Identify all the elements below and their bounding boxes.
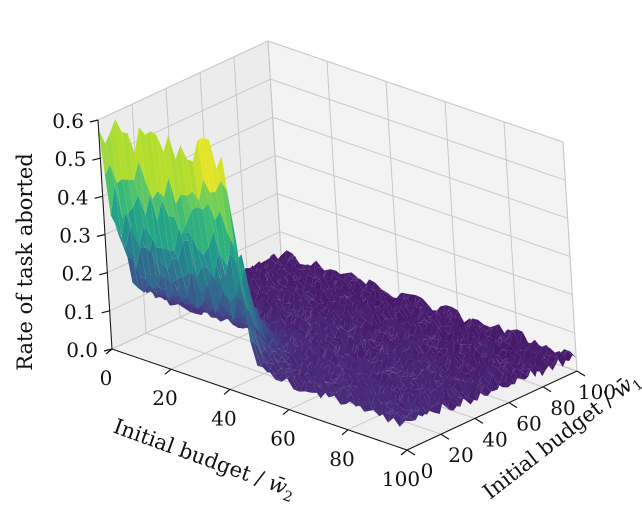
surface-plot	[98, 119, 577, 428]
x-tick-mark	[542, 386, 552, 393]
grid-line	[100, 78, 566, 181]
surface-face	[539, 359, 549, 372]
x-tick-label: 40	[482, 427, 507, 451]
y-tick-mark	[105, 348, 113, 355]
z-tick-mark	[94, 195, 103, 199]
x-tick-label: 20	[448, 443, 473, 467]
z-tick-label: 0.2	[62, 262, 94, 286]
surface-face	[565, 350, 577, 358]
y-tick-label: 100	[382, 467, 420, 491]
surface-face	[450, 395, 461, 408]
surface-face	[399, 418, 409, 427]
x-tick-label: 0	[421, 459, 434, 483]
z-tick-label: 0.5	[55, 147, 87, 171]
y-tick-mark	[282, 409, 290, 416]
surface-face	[447, 400, 457, 411]
surface-face	[484, 383, 495, 393]
x-axis-line	[406, 370, 578, 451]
z-tick-mark	[92, 157, 101, 161]
y-tick-mark	[223, 388, 231, 395]
z-tick-mark	[99, 272, 108, 276]
surface-face	[542, 357, 553, 371]
x-tick-mark	[474, 417, 484, 424]
z-tick-label: 0.3	[59, 224, 91, 248]
x-tick-label: 80	[550, 396, 575, 420]
surface-face	[481, 384, 492, 397]
z-tick-mark	[101, 310, 110, 314]
z-tick-mark	[96, 233, 106, 238]
y-tick-mark	[400, 449, 408, 456]
y-axis-label-text: Initial budget /	[110, 414, 273, 493]
x-tick-mark	[508, 402, 518, 409]
x-tick-label: 60	[516, 412, 541, 436]
y-tick-label: 60	[270, 427, 295, 451]
surface-face	[457, 396, 467, 399]
x-tick-mark	[406, 449, 416, 456]
y-tick-label: 40	[211, 406, 236, 430]
z-axis-label: Rate of task aborted	[13, 153, 37, 371]
z-tick-label: 0.4	[57, 185, 89, 209]
z-tick-label: 0.6	[52, 109, 84, 133]
y-axis-line	[111, 348, 408, 451]
z-tick-label: 0.1	[64, 300, 96, 324]
x-tick-mark	[576, 370, 586, 377]
z-tick-mark	[89, 119, 99, 123]
y-tick-label: 0	[100, 366, 113, 390]
y-tick-mark	[341, 429, 349, 436]
x-tick-mark	[440, 433, 450, 440]
y-tick-label: 80	[329, 447, 354, 471]
y-tick-label: 20	[152, 386, 177, 410]
z-tick-label: 0.0	[66, 338, 98, 362]
y-tick-mark	[164, 368, 172, 375]
grid-line	[97, 40, 564, 143]
x-tick-label: 100	[578, 380, 616, 404]
surface-face	[498, 379, 509, 388]
